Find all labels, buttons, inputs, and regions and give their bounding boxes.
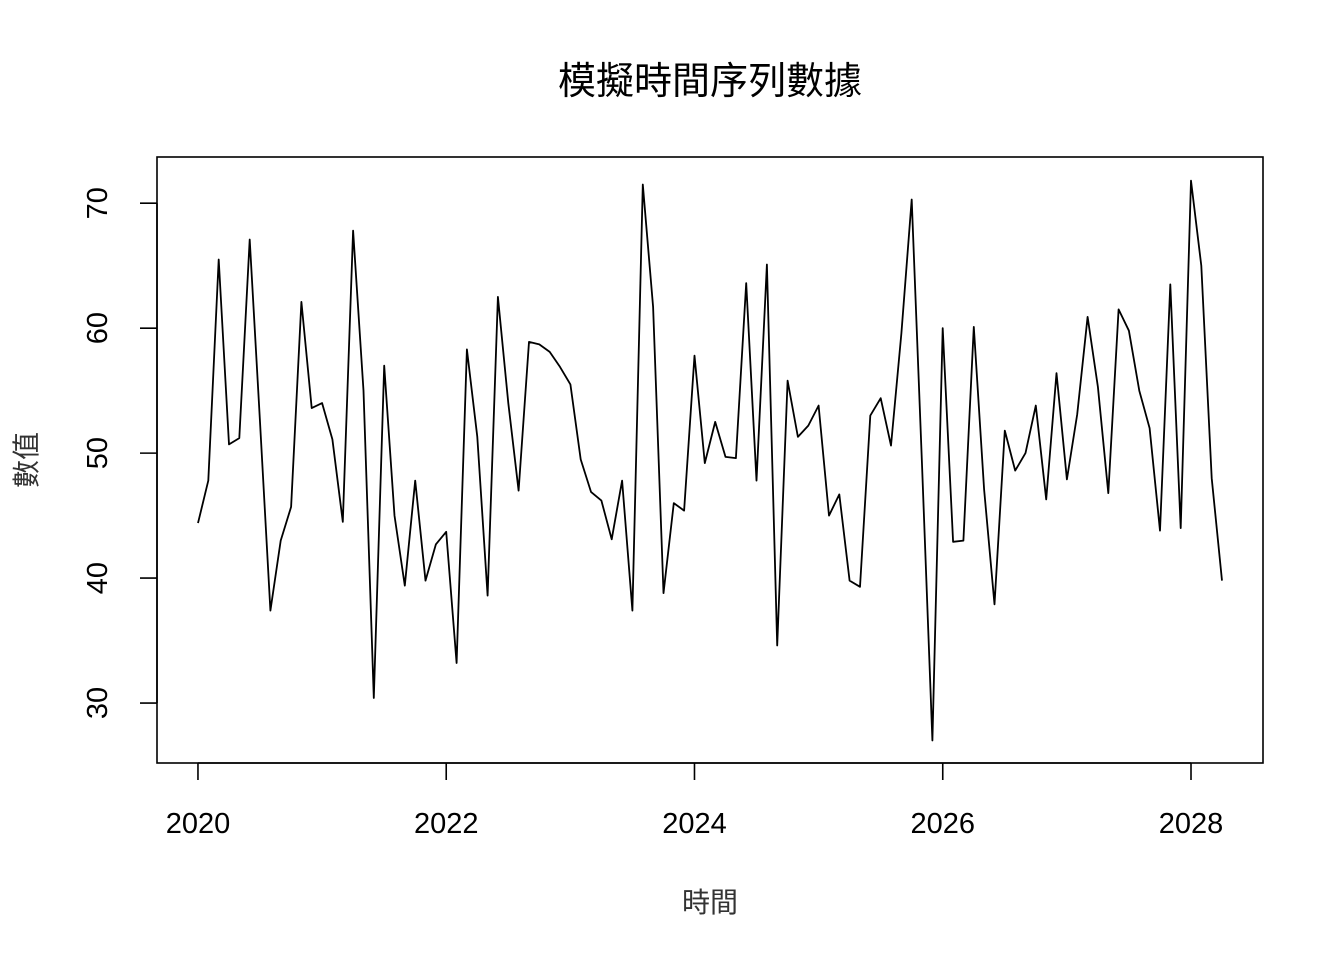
y-axis: 30 40 50 60 70: [82, 187, 158, 719]
chart-title: 模擬時間序列數據: [558, 59, 862, 103]
y-tick-label: 30: [82, 687, 114, 719]
x-axis-title: 時間: [682, 886, 738, 919]
y-axis-title: 數值: [10, 432, 43, 488]
series-line: [197, 179, 1223, 742]
y-tick-label: 60: [82, 312, 114, 344]
x-tick-label: 2022: [414, 808, 479, 840]
x-tick-label: 2028: [1159, 808, 1224, 840]
x-tick-label: 2026: [910, 808, 975, 840]
y-tick-label: 50: [82, 437, 114, 469]
plot-frame: [156, 156, 1264, 764]
y-tick-label: 40: [82, 562, 114, 594]
x-tick-label: 2020: [166, 808, 231, 840]
x-axis: 2020 2022 2024 2026 2028: [166, 762, 1224, 840]
x-tick-label: 2024: [662, 808, 727, 840]
y-tick-label: 70: [82, 187, 114, 219]
